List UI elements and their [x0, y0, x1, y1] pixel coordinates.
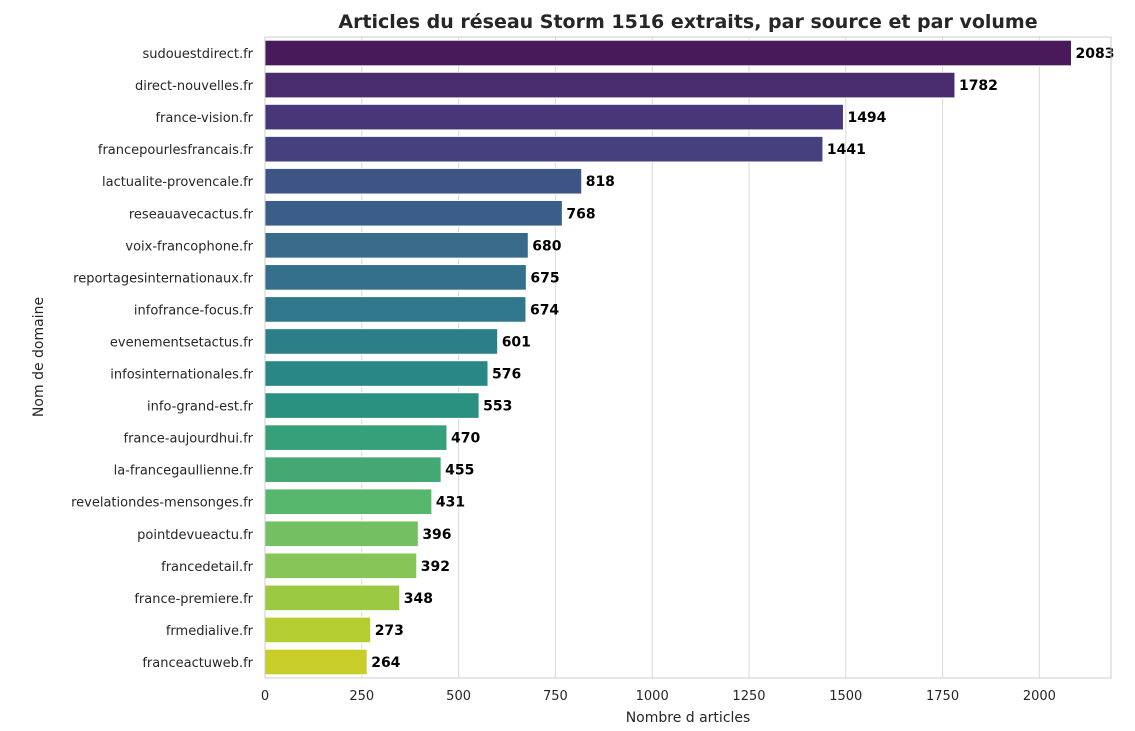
data-label: 818 [586, 174, 615, 190]
data-label: 674 [530, 302, 559, 318]
y-tick-label: voix-francophone.fr [125, 239, 253, 254]
y-tick-label: france-vision.fr [155, 111, 253, 126]
y-axis-title: Nom de domaine [31, 297, 47, 417]
data-label: 553 [483, 399, 512, 415]
bar [264, 488, 433, 516]
bar [264, 71, 956, 99]
y-tick-label: revelationdes-mensonges.fr [71, 496, 254, 511]
y-tick-label: lactualite-provencale.fr [102, 175, 254, 190]
bar [264, 296, 527, 323]
x-tick-label: 1000 [636, 689, 669, 704]
data-label: 576 [492, 367, 521, 383]
y-tick-label: france-premiere.fr [134, 592, 253, 607]
y-tick-label: reportagesinternationaux.fr [73, 271, 253, 286]
y-tick-label: infofrance-focus.fr [134, 303, 254, 318]
bar [264, 135, 824, 163]
y-tick-label: pointdevueactu.fr [137, 528, 253, 543]
data-label: 396 [422, 527, 451, 543]
x-tick-label: 2000 [1023, 689, 1056, 704]
bar [264, 167, 583, 195]
bars [264, 39, 1073, 676]
data-label: 431 [436, 495, 465, 511]
x-tick-label: 750 [543, 689, 568, 704]
x-tick-label: 1250 [732, 689, 765, 704]
data-label: 264 [371, 655, 400, 671]
x-tick-label: 1750 [926, 689, 959, 704]
x-axis-title: Nombre d articles [626, 710, 751, 726]
bar [264, 39, 1073, 67]
bar [264, 424, 448, 451]
data-label: 680 [532, 238, 561, 254]
data-label: 768 [566, 206, 595, 222]
x-tick-label: 250 [349, 689, 374, 704]
bar [264, 456, 442, 483]
category-labels: sudouestdirect.fr direct-nouvelles.fr fran… [71, 47, 254, 671]
data-label: 675 [530, 270, 559, 286]
value-labels: 2083 1782 1494 1441 818 768 680 675 674 601 576 553… [371, 46, 1114, 671]
bar [264, 328, 499, 355]
bar [264, 520, 419, 548]
bar [264, 584, 401, 612]
bar [264, 552, 418, 580]
data-label: 348 [404, 591, 433, 607]
bar [264, 616, 372, 644]
bar [264, 264, 527, 291]
data-label: 392 [421, 559, 450, 575]
y-tick-label: frmedialive.fr [166, 624, 254, 639]
y-tick-label: evenementsetactus.fr [110, 335, 254, 350]
bar [264, 360, 489, 387]
data-label: 2083 [1076, 46, 1115, 62]
y-tick-label: francepourlesfrancais.fr [98, 143, 254, 158]
y-tick-label: france-aujourdhui.fr [124, 432, 254, 447]
x-tick-label: 0 [261, 689, 269, 704]
y-tick-label: la-francegaullienne.fr [114, 464, 254, 479]
bar [264, 199, 563, 227]
y-tick-label: franceactuweb.fr [142, 656, 253, 671]
x-tick-label: 500 [446, 689, 471, 704]
y-tick-label: sudouestdirect.fr [142, 47, 253, 62]
grid-lines [264, 37, 1040, 678]
chart-title: Articles du réseau Storm 1516 extraits, … [338, 11, 1037, 33]
data-label: 601 [502, 334, 531, 350]
x-tick-labels: 0 250 500 750 1000 1250 1500 1750 2000 [261, 689, 1056, 704]
y-tick-label: francedetail.fr [161, 560, 254, 575]
bar [264, 648, 368, 676]
x-tick-label: 1500 [829, 689, 862, 704]
bar [264, 392, 480, 419]
data-label: 470 [451, 431, 480, 447]
y-tick-label: infosinternationales.fr [110, 368, 253, 383]
data-label: 1494 [847, 110, 886, 126]
bar [264, 103, 844, 131]
y-tick-label: reseauavecactus.fr [129, 207, 254, 222]
data-label: 273 [375, 623, 404, 639]
y-tick-label: info-grand-est.fr [147, 400, 254, 415]
data-label: 1441 [827, 142, 866, 158]
data-label: 1782 [959, 78, 998, 94]
data-label: 455 [445, 463, 474, 479]
bar [264, 232, 529, 259]
y-tick-label: direct-nouvelles.fr [135, 79, 254, 94]
plot-frame [264, 36, 1112, 679]
